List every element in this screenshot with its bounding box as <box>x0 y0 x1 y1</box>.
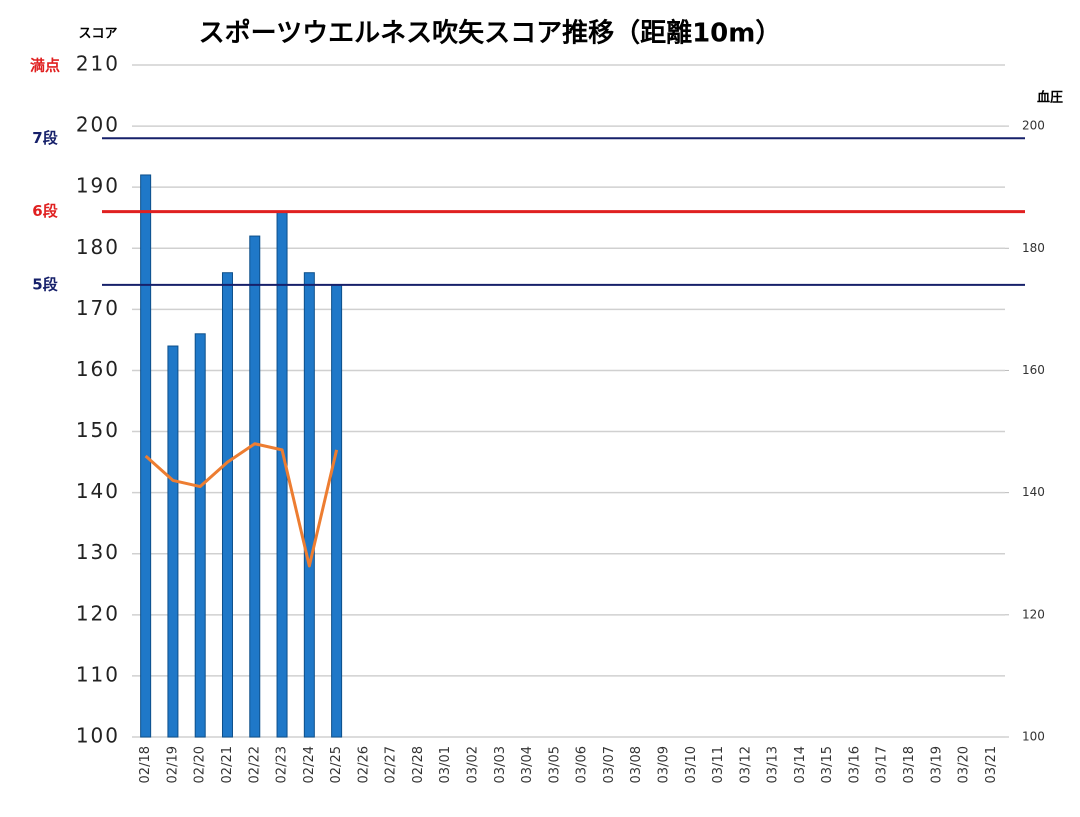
y-axis-label: スコア <box>78 27 117 42</box>
y-tick-label: 100 <box>76 724 120 748</box>
x-tick-label: 03/20 <box>957 746 972 783</box>
y2-tick-label: 160 <box>1022 363 1045 377</box>
x-tick-label: 02/18 <box>138 746 153 783</box>
chart-title: スポーツウエルネス吹矢スコア推移（距離10m） <box>199 18 782 49</box>
x-tick-label: 03/06 <box>575 746 590 783</box>
x-tick-label: 02/19 <box>165 746 180 783</box>
x-tick-label: 02/28 <box>411 746 426 783</box>
x-tick-label: 03/02 <box>466 746 481 783</box>
bar <box>167 345 179 738</box>
reference-label: 満点 <box>30 57 60 75</box>
x-tick-label: 03/17 <box>875 746 890 783</box>
line <box>144 442 339 568</box>
x-tick-label: 03/07 <box>602 746 617 783</box>
y-tick-label: 210 <box>76 52 120 76</box>
x-tick-label: 02/21 <box>220 746 235 783</box>
x-tick-label: 02/27 <box>384 746 399 783</box>
y-tick-label: 120 <box>76 601 120 625</box>
x-tick-label: 02/26 <box>356 746 371 783</box>
x-tick-label: 02/25 <box>329 746 344 783</box>
bar <box>249 235 261 738</box>
y-tick-label: 160 <box>76 357 120 381</box>
reference-label: 5段 <box>32 275 57 293</box>
y-tick-label: 110 <box>76 662 120 686</box>
x-tick-label: 02/24 <box>302 746 317 783</box>
bar <box>276 211 288 738</box>
x-tick-label: 03/08 <box>629 746 644 783</box>
bar <box>303 272 315 738</box>
y2-tick-label: 120 <box>1022 607 1045 621</box>
y2-tick-label: 140 <box>1022 485 1045 499</box>
x-tick-label: 03/11 <box>711 746 726 783</box>
y-tick-label: 140 <box>76 479 120 503</box>
bar <box>221 272 233 738</box>
x-tick-label: 03/12 <box>738 746 753 783</box>
x-tick-label: 03/03 <box>493 746 508 783</box>
y-tick-label: 180 <box>76 235 120 259</box>
x-tick-label: 03/19 <box>929 746 944 783</box>
y-tick-label: 170 <box>76 296 120 320</box>
x-tick-label: 03/14 <box>793 746 808 783</box>
x-tick-label: 03/15 <box>820 746 835 783</box>
y-tick-label: 130 <box>76 540 120 564</box>
x-tick-label: 03/09 <box>656 746 671 783</box>
x-tick-label: 03/05 <box>547 746 562 783</box>
y-tick-label: 200 <box>76 113 120 137</box>
x-tick-label: 02/23 <box>275 746 290 783</box>
x-tick-label: 03/18 <box>902 746 917 783</box>
x-tick-label: 03/10 <box>684 746 699 783</box>
x-tick-label: 03/16 <box>847 746 862 783</box>
x-tick-label: 02/22 <box>247 746 262 783</box>
reference-label: 6段 <box>32 202 57 220</box>
bar <box>331 284 343 738</box>
x-tick-label: 03/21 <box>984 746 999 783</box>
y2-tick-label: 180 <box>1022 241 1045 255</box>
y2-tick-label: 100 <box>1022 730 1045 744</box>
y-tick-label: 190 <box>76 174 120 198</box>
y2-tick-label: 200 <box>1022 119 1045 133</box>
x-tick-label: 03/13 <box>766 746 781 783</box>
x-tick-label: 02/20 <box>193 746 208 783</box>
reference-label: 7段 <box>32 129 57 147</box>
y-tick-label: 150 <box>76 418 120 442</box>
bar <box>194 333 206 738</box>
y2-axis-label: 血圧 <box>1037 90 1063 106</box>
x-tick-label: 03/01 <box>438 746 453 783</box>
x-tick-label: 03/04 <box>520 746 535 783</box>
